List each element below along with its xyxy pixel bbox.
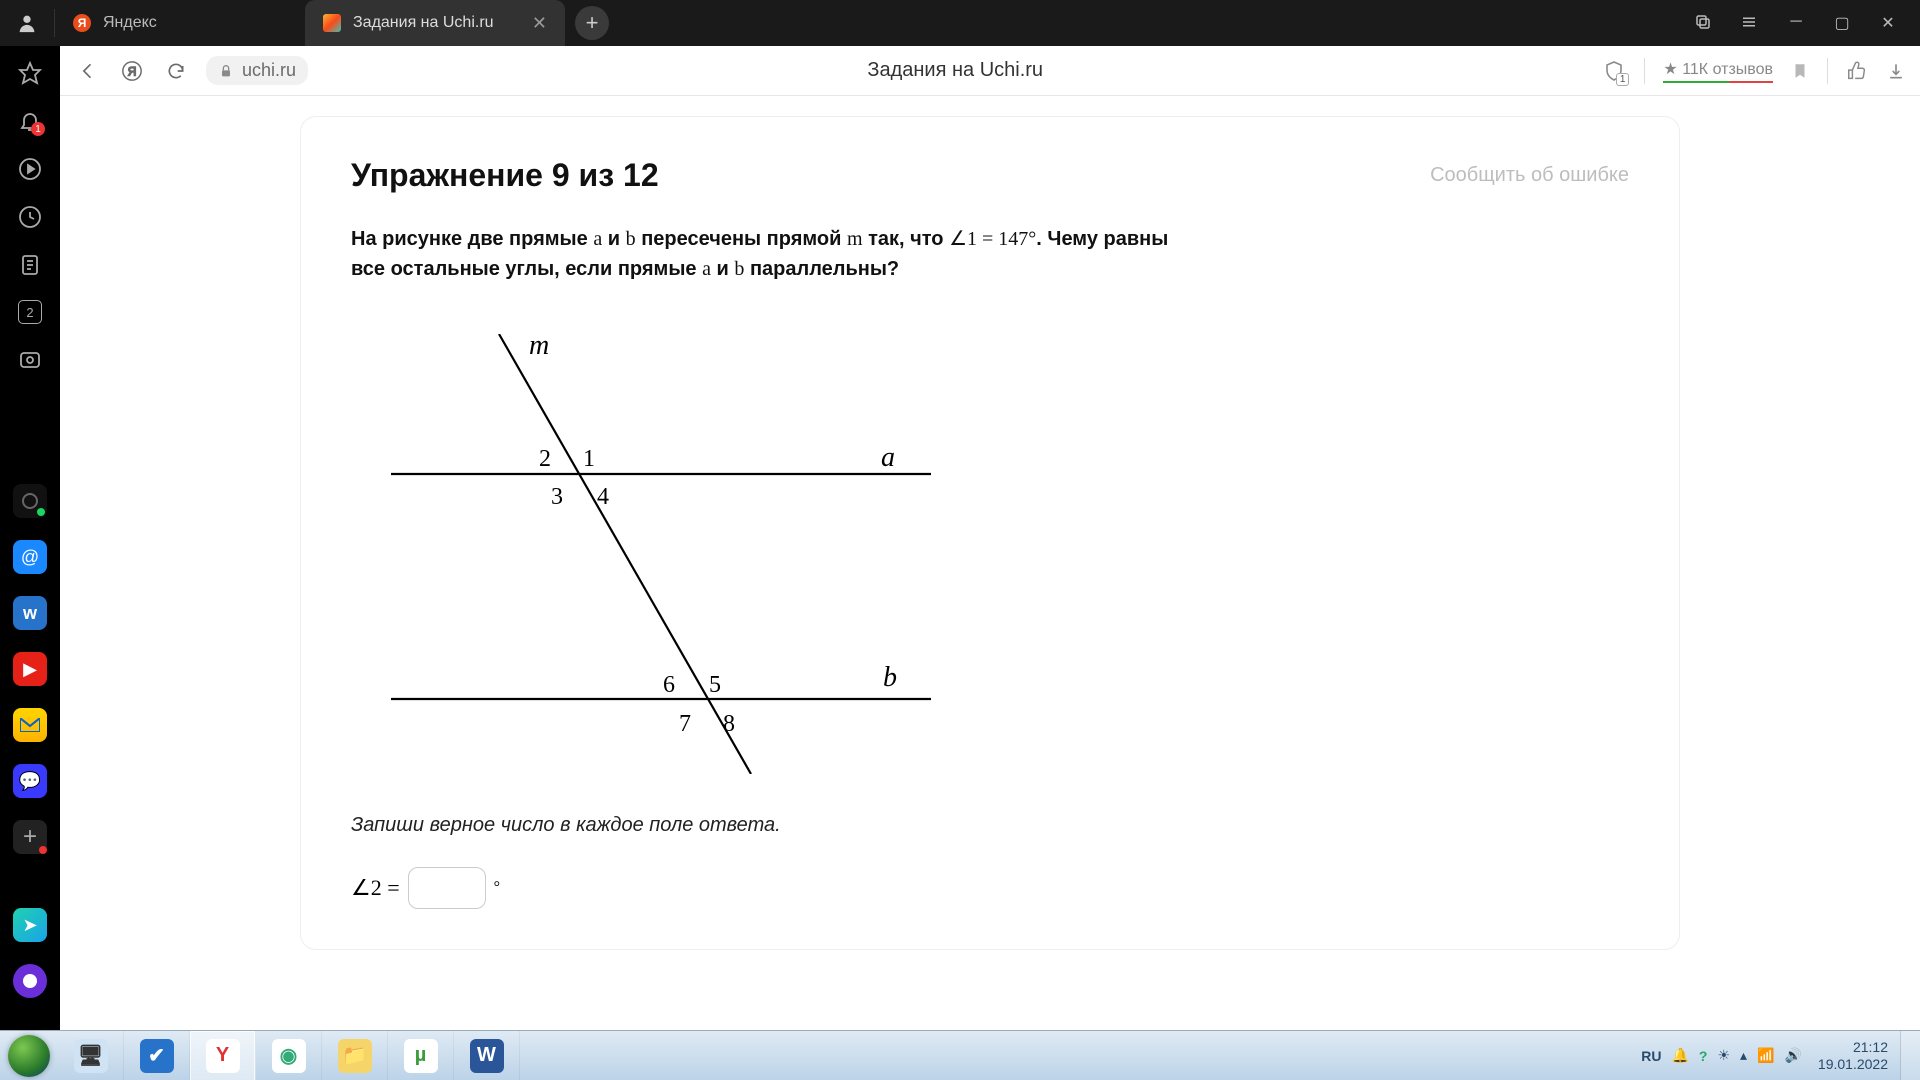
svg-text:a: a (881, 442, 895, 473)
tray-volume-icon[interactable]: 🔊 (1784, 1047, 1801, 1064)
tab-label: Яндекс (103, 14, 157, 32)
files-icon: 📁 (338, 1039, 372, 1073)
chrome-icon: ◉ (272, 1039, 306, 1073)
svg-text:1: 1 (583, 446, 595, 472)
back-button[interactable] (74, 57, 102, 85)
rail-tile-vk[interactable]: w (13, 596, 47, 630)
shield-badge: 1 (1616, 73, 1630, 86)
url-text: uchi.ru (242, 60, 296, 81)
svg-text:Я: Я (128, 64, 137, 78)
new-tab-button[interactable]: + (575, 6, 609, 40)
start-orb-icon (8, 1035, 50, 1077)
show-desktop-button[interactable] (1900, 1031, 1920, 1080)
address-bar: Я uchi.ru Задания на Uchi.ru 1 ★ 11К отз… (60, 46, 1920, 96)
report-error-link[interactable]: Сообщить об ошибке (1430, 164, 1629, 187)
rail-tile-forward[interactable]: ➤ (13, 908, 47, 942)
yandex-home-icon[interactable]: Я (118, 57, 146, 85)
rail-tile-alisa[interactable] (13, 964, 47, 998)
utorrent-icon: µ (404, 1039, 438, 1073)
svg-text:2: 2 (539, 446, 551, 472)
bell-badge: 1 (31, 122, 45, 136)
svg-text:4: 4 (597, 484, 609, 510)
close-tab-icon[interactable]: ✕ (532, 13, 547, 34)
page-title: Задания на Uchi.ru (324, 59, 1586, 82)
tray-help-icon[interactable]: ? (1699, 1048, 1708, 1064)
explorer-icon: 🖥 (74, 1039, 108, 1073)
download-icon[interactable] (1886, 61, 1906, 81)
browser-titlebar: Я Яндекс Задания на Uchi.ru ✕ + ─ ▢ ✕ (0, 0, 1920, 46)
box-icon[interactable]: 2 (18, 300, 42, 324)
svg-text:8: 8 (723, 711, 735, 737)
rail-tile-status[interactable] (13, 484, 47, 518)
rail-tile-youtube[interactable]: ▶ (13, 652, 47, 686)
lock-icon (218, 63, 234, 79)
thumbs-icon[interactable] (1846, 60, 1868, 82)
answer-row: ∠2 = ° (351, 867, 1629, 909)
taskbar-vk-button[interactable]: ✔ (124, 1031, 190, 1080)
system-tray: RU 🔔 ? ☀ ▴ 📶 🔊 21:12 19.01.2022 (1635, 1039, 1900, 1073)
degree-symbol: ° (494, 879, 500, 897)
menu-icon[interactable] (1740, 13, 1760, 33)
profile-avatar-icon[interactable] (14, 10, 40, 36)
favorites-star-icon[interactable] (17, 60, 43, 86)
language-indicator[interactable]: RU (1641, 1048, 1661, 1064)
browser-viewport: Я uchi.ru Задания на Uchi.ru 1 ★ 11К отз… (60, 46, 1920, 1030)
svg-text:6: 6 (663, 672, 675, 698)
play-icon[interactable] (17, 156, 43, 182)
history-clock-icon[interactable] (17, 204, 43, 230)
geometry-diagram: m a b 2 13 4 6 57 8 (391, 334, 1629, 774)
screenshot-icon[interactable] (17, 346, 43, 372)
taskbar-utorrent-button[interactable]: µ (388, 1031, 454, 1080)
yandex-icon: Y (206, 1039, 240, 1073)
svg-text:m: m (529, 334, 549, 361)
vk-icon: ✔ (140, 1039, 174, 1073)
answer-label: ∠2 = (351, 875, 400, 901)
angle2-input[interactable] (408, 867, 486, 909)
notifications-bell-icon[interactable]: 1 (17, 108, 43, 134)
svg-text:3: 3 (551, 484, 563, 510)
yandex-favicon-icon: Я (73, 14, 91, 32)
svg-text:7: 7 (679, 711, 691, 737)
rail-add-button[interactable]: + (13, 820, 47, 854)
taskbar-yandex-button[interactable]: Y (190, 1031, 256, 1080)
window-controls: ─ ▢ ✕ (1694, 13, 1920, 33)
instruction-text: Запиши верное число в каждое поле ответа… (351, 814, 1629, 837)
bookmark-icon[interactable] (1791, 61, 1809, 81)
exercise-card: Упражнение 9 из 12 Сообщить об ошибке На… (300, 116, 1680, 950)
tab-label: Задания на Uchi.ru (353, 14, 494, 32)
tray-chevron-up-icon[interactable]: ▴ (1740, 1047, 1747, 1064)
word-icon: W (470, 1039, 504, 1073)
reviews-link[interactable]: ★ 11К отзывов (1663, 59, 1773, 83)
svg-text:5: 5 (709, 672, 721, 698)
tray-flag-icon[interactable]: 🔔 (1671, 1047, 1688, 1064)
rail-tile-mailat[interactable]: @ (13, 540, 47, 574)
notes-icon[interactable] (17, 252, 43, 278)
browser-sidebar: 1 2 @ w ▶ 💬 + ➤ (0, 46, 60, 1030)
windows-taskbar: 🖥 ✔ Y ◉ 📁 µW RU 🔔 ? ☀ ▴ 📶 🔊 21:12 19.01.2022 (0, 1030, 1920, 1080)
reload-button[interactable] (162, 57, 190, 85)
extension-shield-icon[interactable]: 1 (1602, 59, 1626, 83)
tray-weather-icon[interactable]: ☀ (1717, 1047, 1730, 1064)
start-button[interactable] (0, 1031, 58, 1080)
exercise-title: Упражнение 9 из 12 (351, 157, 659, 194)
copy-icon[interactable] (1694, 13, 1714, 33)
taskbar-chrome-button[interactable]: ◉ (256, 1031, 322, 1080)
tab-uchi[interactable]: Задания на Uchi.ru ✕ (305, 0, 565, 46)
taskbar-clock[interactable]: 21:12 19.01.2022 (1812, 1039, 1894, 1073)
tab-yandex[interactable]: Я Яндекс (55, 0, 305, 46)
taskbar-explorer-button[interactable]: 🖥 (58, 1031, 124, 1080)
problem-statement: На рисунке две прямые a и b пересечены п… (351, 224, 1191, 284)
page-content: Упражнение 9 из 12 Сообщить об ошибке На… (60, 96, 1920, 1030)
svg-text:b: b (883, 662, 897, 693)
close-window-button[interactable]: ✕ (1878, 13, 1898, 33)
rail-tile-mail[interactable] (13, 708, 47, 742)
minimize-button[interactable]: ─ (1786, 13, 1806, 33)
taskbar-files-button[interactable]: 📁 (322, 1031, 388, 1080)
maximize-button[interactable]: ▢ (1832, 13, 1852, 33)
tray-network-icon[interactable]: 📶 (1757, 1047, 1774, 1064)
url-box[interactable]: uchi.ru (206, 56, 308, 85)
uchi-favicon-icon (323, 14, 341, 32)
rail-tile-chat[interactable]: 💬 (13, 764, 47, 798)
taskbar-word-button[interactable]: W (454, 1031, 520, 1080)
